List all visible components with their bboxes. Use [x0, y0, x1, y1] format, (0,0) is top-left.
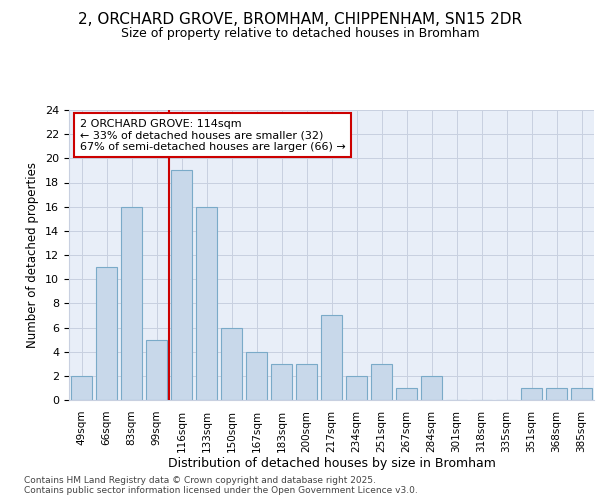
Text: Size of property relative to detached houses in Bromham: Size of property relative to detached ho…	[121, 28, 479, 40]
Bar	[271, 364, 292, 400]
Bar	[221, 328, 242, 400]
X-axis label: Distribution of detached houses by size in Bromham: Distribution of detached houses by size …	[167, 458, 496, 470]
Bar	[71, 376, 92, 400]
Text: 2 ORCHARD GROVE: 114sqm
← 33% of detached houses are smaller (32)
67% of semi-de: 2 ORCHARD GROVE: 114sqm ← 33% of detache…	[79, 118, 345, 152]
Bar	[421, 376, 442, 400]
Bar	[196, 206, 217, 400]
Bar	[371, 364, 392, 400]
Bar	[396, 388, 417, 400]
Bar	[346, 376, 367, 400]
Bar	[296, 364, 317, 400]
Bar	[321, 316, 342, 400]
Bar	[246, 352, 267, 400]
Y-axis label: Number of detached properties: Number of detached properties	[26, 162, 40, 348]
Bar	[571, 388, 592, 400]
Text: Contains HM Land Registry data © Crown copyright and database right 2025.
Contai: Contains HM Land Registry data © Crown c…	[24, 476, 418, 495]
Bar	[121, 206, 142, 400]
Text: 2, ORCHARD GROVE, BROMHAM, CHIPPENHAM, SN15 2DR: 2, ORCHARD GROVE, BROMHAM, CHIPPENHAM, S…	[78, 12, 522, 28]
Bar	[521, 388, 542, 400]
Bar	[171, 170, 192, 400]
Bar	[546, 388, 567, 400]
Bar	[96, 267, 117, 400]
Bar	[146, 340, 167, 400]
